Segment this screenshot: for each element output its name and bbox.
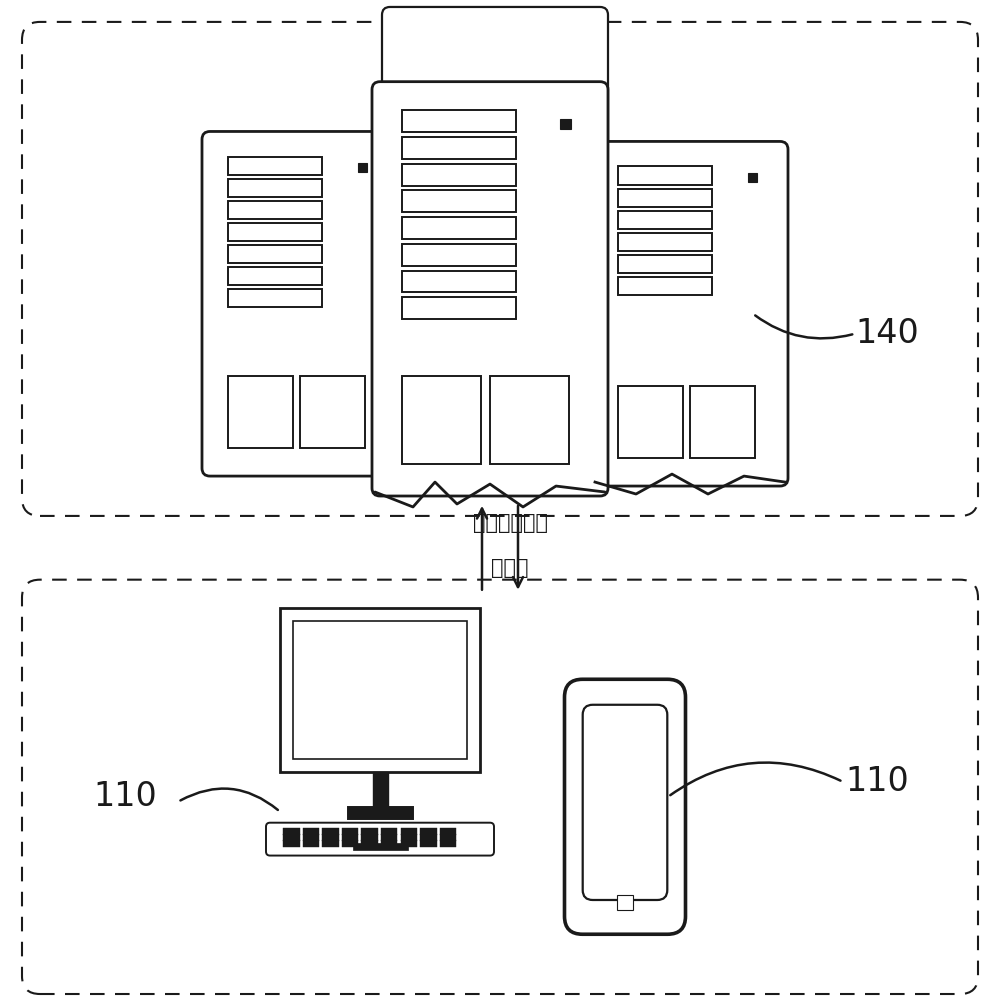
Bar [402,137,516,159]
Bar [228,289,322,307]
Bar [361,841,378,847]
Bar [280,608,480,772]
Bar [322,841,339,847]
Bar [402,163,516,185]
Polygon shape [372,772,388,807]
Bar [303,841,319,847]
Bar [303,834,319,841]
Bar [228,178,322,196]
Bar [342,841,358,847]
FancyBboxPatch shape [266,823,494,856]
Bar [352,844,408,851]
Bar [401,828,417,835]
Bar [618,188,712,206]
Bar [490,376,569,464]
Bar [283,834,300,841]
Bar [381,834,397,841]
Bar [361,834,378,841]
Bar [618,386,683,458]
Bar [440,834,456,841]
FancyBboxPatch shape [592,141,788,486]
FancyBboxPatch shape [22,22,978,516]
Bar [402,244,516,266]
Bar [228,245,322,263]
FancyBboxPatch shape [583,705,667,900]
Bar [283,828,300,835]
Bar [690,386,755,458]
Bar [342,834,358,841]
FancyBboxPatch shape [202,131,398,476]
Bar [303,828,319,835]
Bar [618,210,712,229]
Bar [293,621,467,759]
Bar [358,163,367,172]
Bar [401,834,417,841]
Bar [228,267,322,285]
Bar [348,807,413,819]
Bar [618,166,712,184]
Bar [402,190,516,212]
Text: 140: 140 [855,317,919,351]
Bar [440,841,456,847]
Bar [322,834,339,841]
Bar [402,217,516,239]
Bar [401,841,417,847]
Bar [381,828,397,835]
Bar [402,376,481,464]
Bar [228,376,293,448]
FancyBboxPatch shape [564,679,686,934]
Bar [228,222,322,241]
Bar [402,271,516,293]
Bar [618,232,712,251]
Bar [381,841,397,847]
Bar [420,841,437,847]
FancyBboxPatch shape [372,82,608,496]
Bar [342,828,358,835]
Bar [420,834,437,841]
Bar [748,173,757,182]
Text: 无线网络或有: 无线网络或有 [473,513,548,533]
Bar [618,277,712,295]
Bar [402,111,516,132]
Bar [618,255,712,273]
Text: 110: 110 [93,780,157,814]
Bar [283,841,300,847]
Bar [300,376,365,448]
Bar [322,828,339,835]
Text: 110: 110 [845,765,909,799]
Bar [361,828,378,835]
FancyBboxPatch shape [22,580,978,994]
Bar [440,828,456,835]
Bar [402,297,516,319]
Bar [228,200,322,219]
FancyBboxPatch shape [382,7,608,476]
Text: 线网络: 线网络 [491,558,529,578]
Bar [617,894,633,909]
Bar [420,828,437,835]
Bar [560,119,571,129]
Bar [228,156,322,174]
